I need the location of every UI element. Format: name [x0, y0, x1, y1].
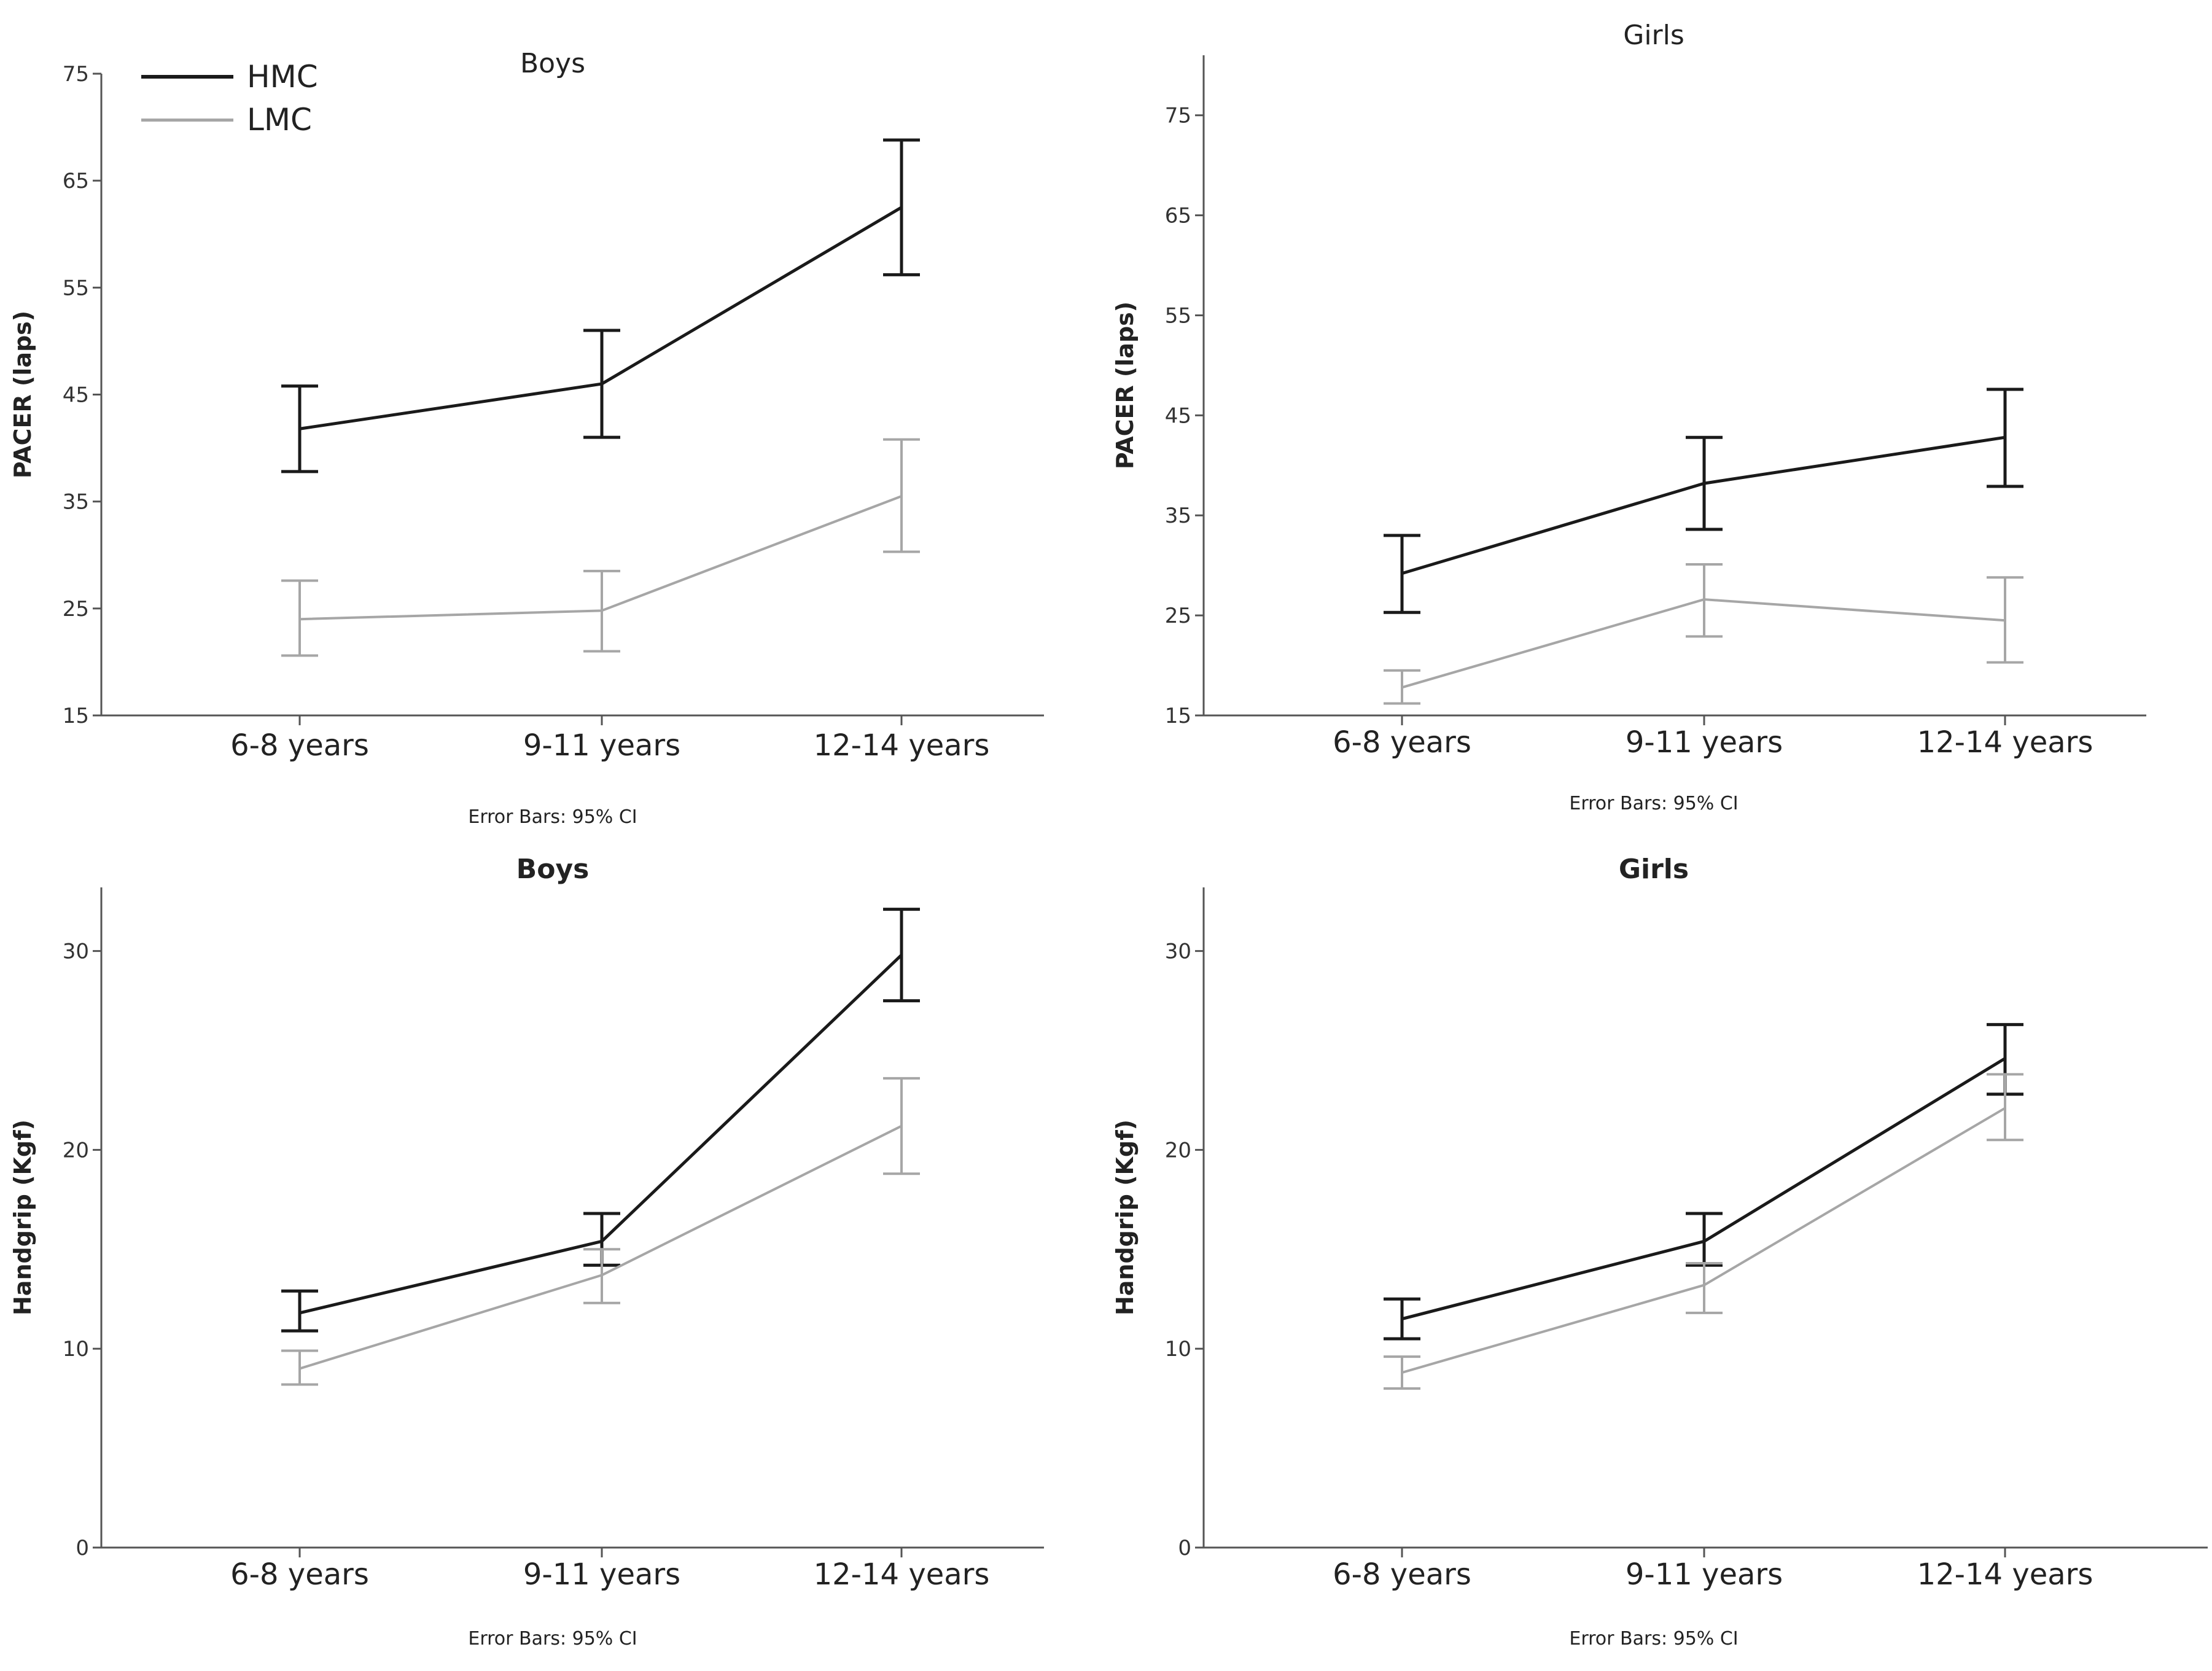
y-tick-label: 20: [1165, 1138, 1191, 1163]
error-bar-hmc: [281, 384, 318, 473]
error-bar-lmc: [1987, 576, 2023, 664]
error-bar-lmc: [883, 438, 920, 553]
y-tick-label: 75: [63, 62, 89, 87]
chart-legend: HMC LMC: [141, 55, 399, 166]
error-bar-hmc: [883, 138, 920, 276]
y-tick-label: 75: [1165, 104, 1191, 128]
y-tick-label: 0: [76, 1536, 89, 1560]
y-tick-label: 65: [63, 169, 89, 193]
chart-footnote: Error Bars: 95% CI: [1569, 793, 1738, 814]
error-bar-hmc: [1987, 388, 2023, 488]
chart-footnote: Error Bars: 95% CI: [468, 806, 637, 828]
error-bar-hmc: [1686, 435, 1723, 531]
y-tick-label: 55: [1165, 303, 1191, 328]
x-tick-label: 9-11 years: [1626, 725, 1783, 760]
x-tick-label: 12-14 years: [1917, 725, 2093, 760]
error-bar-lmc: [1987, 1073, 2023, 1142]
chart-footnote: Error Bars: 95% CI: [1569, 1628, 1738, 1650]
error-bar-lmc: [1686, 563, 1723, 638]
y-tick-label: 10: [1165, 1337, 1191, 1361]
chart-title: Boys: [520, 48, 585, 79]
y-tick-label: 0: [1178, 1536, 1191, 1560]
x-tick-label: 6-8 years: [230, 728, 369, 763]
y-tick-label: 30: [63, 940, 89, 964]
x-tick-label: 6-8 years: [1333, 1557, 1471, 1592]
x-tick-label: 9-11 years: [523, 1557, 680, 1592]
error-bar-lmc: [583, 1248, 620, 1304]
error-bar-lmc: [281, 579, 318, 657]
legend-swatch-hmc: [141, 75, 233, 79]
error-bar-hmc: [883, 908, 920, 1003]
y-axis-label: PACER (laps): [9, 311, 36, 478]
chart-footnote: Error Bars: 95% CI: [468, 1628, 637, 1650]
legend-swatch-lmc: [141, 118, 233, 122]
y-tick-label: 25: [1165, 604, 1191, 628]
chart-title: Girls: [1619, 854, 1689, 885]
error-bar-lmc: [1384, 1355, 1420, 1390]
legend-item-hmc: HMC: [141, 55, 318, 98]
x-tick-label: 6-8 years: [230, 1557, 369, 1592]
y-tick-label: 30: [1165, 940, 1191, 964]
chart-panel-2: 15 25 35 45 55 65 75 6-8 years 9-11 years 12-14 y…: [1112, 20, 2146, 814]
x-tick-label: 12-14 years: [1917, 1557, 2093, 1592]
x-tick-label: 6-8 years: [1333, 725, 1471, 760]
y-tick-label: 55: [63, 276, 89, 300]
error-bar-lmc: [281, 1349, 318, 1386]
y-tick-label: 20: [63, 1138, 89, 1163]
legend-label-lmc: LMC: [247, 102, 312, 138]
x-tick-label: 9-11 years: [523, 728, 680, 763]
y-axis-label: Handgrip (Kgf): [9, 1120, 36, 1315]
error-bar-hmc: [583, 329, 620, 439]
y-tick-label: 65: [1165, 204, 1191, 228]
error-bar-lmc: [1384, 669, 1420, 705]
chart-panel-4: 0 10 20 30 6-8 years 9-11 years 12-14 years Han…: [1112, 854, 2208, 1650]
y-tick-label: 10: [63, 1337, 89, 1361]
legend-item-lmc: LMC: [141, 98, 312, 141]
chart-title: Boys: [516, 854, 590, 885]
y-tick-label: 35: [1165, 504, 1191, 528]
y-tick-label: 45: [1165, 403, 1191, 428]
y-tick-label: 15: [1165, 704, 1191, 728]
error-bar-lmc: [1686, 1261, 1723, 1314]
error-bar-hmc: [1686, 1212, 1723, 1267]
legend-label-hmc: HMC: [247, 59, 318, 95]
error-bar-hmc: [1384, 1297, 1420, 1341]
chart-panel-1: 15 25 35 45 55 65 75 6-8 years 9-11 years 12-14 y…: [9, 48, 1044, 828]
error-bar-lmc: [583, 569, 620, 653]
y-axis-label: Handgrip (Kgf): [1112, 1120, 1139, 1315]
x-tick-label: 12-14 years: [814, 1557, 990, 1592]
y-tick-label: 35: [63, 490, 89, 515]
chart-title: Girls: [1623, 20, 1684, 51]
x-tick-label: 12-14 years: [814, 728, 990, 763]
chart-panel-3: 0 10 20 30 6-8 years 9-11 years 12-14 years Han…: [9, 854, 1044, 1650]
y-tick-label: 45: [63, 383, 89, 408]
error-bar-hmc: [1384, 534, 1420, 614]
y-axis-label: PACER (laps): [1112, 302, 1139, 469]
error-bar-hmc: [281, 1289, 318, 1333]
error-bar-lmc: [883, 1077, 920, 1175]
y-tick-label: 25: [63, 597, 89, 621]
y-tick-label: 15: [63, 704, 89, 728]
x-tick-label: 9-11 years: [1626, 1557, 1783, 1592]
